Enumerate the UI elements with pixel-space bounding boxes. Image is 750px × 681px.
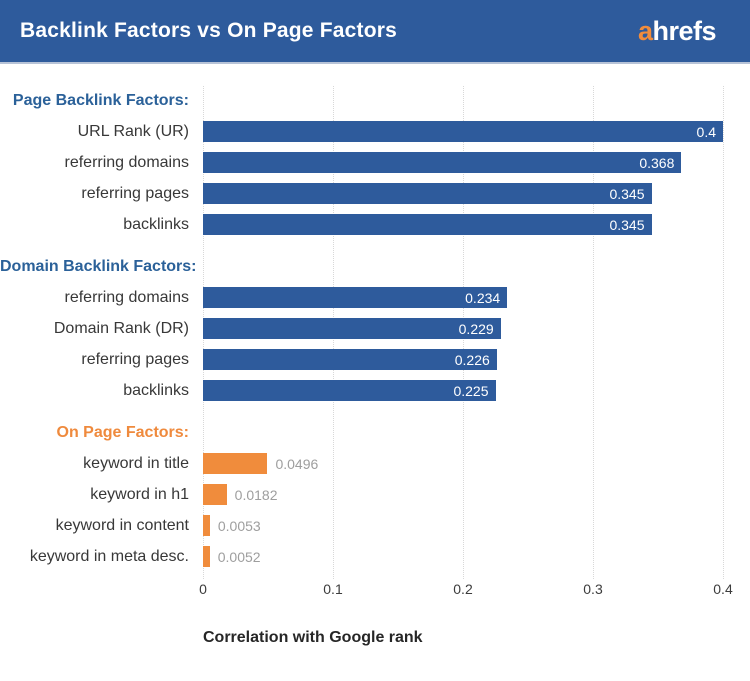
section-label: Page Backlink Factors: [12, 92, 189, 109]
bar-row-plot: 0.0496 [203, 448, 750, 479]
bar-chart: Page Backlink Factors: URL Rank (UR) 0.4 re… [0, 64, 750, 647]
bar-row-plot: 0.345 [203, 178, 750, 209]
bar-row-plot: 0.4 [203, 116, 750, 147]
bar-row-label: referring domains [64, 288, 190, 306]
bar-row-label: referring pages [81, 184, 189, 202]
bar-row-label: URL Rank (UR) [77, 122, 189, 140]
bar [203, 546, 210, 567]
bar-row-label: referring domains [64, 153, 190, 171]
bar: 0.234 [203, 287, 508, 308]
ahrefs-logo-a: a [637, 15, 653, 46]
bar-row-plot: 0.229 [203, 313, 750, 344]
bar-row-plot: 0.0053 [203, 510, 750, 541]
bar-row: backlinks 0.225 [0, 375, 750, 406]
bar-row: keyword in h1 0.0182 [0, 479, 750, 510]
bar-row-label: backlinks [123, 215, 189, 233]
bar-row: referring pages 0.226 [0, 344, 750, 375]
bar-value: 0.0053 [217, 517, 261, 534]
bar: 0.368 [203, 152, 682, 173]
section-header-row: Page Backlink Factors: [0, 86, 750, 116]
bar-row-label: Domain Rank (DR) [53, 319, 189, 337]
bar: 0.345 [203, 214, 652, 235]
bar-row: Domain Rank (DR) 0.229 [0, 313, 750, 344]
bar-row: URL Rank (UR) 0.4 [0, 116, 750, 147]
bar-row: referring domains 0.234 [0, 282, 750, 313]
bar-row-plot: 0.368 [203, 147, 750, 178]
bar-value: 0.0052 [217, 548, 261, 565]
bar-row-label: backlinks [123, 381, 189, 399]
section-plot-spacer [203, 252, 750, 282]
page-title: Backlink Factors vs On Page Factors [20, 19, 397, 42]
bar [203, 453, 268, 474]
x-tick-label: 0.3 [583, 581, 603, 597]
bar-row: keyword in title 0.0496 [0, 448, 750, 479]
section-plot-spacer [203, 86, 750, 116]
bar [203, 484, 227, 505]
bar [203, 515, 210, 536]
bar-row: referring pages 0.345 [0, 178, 750, 209]
x-axis-title: Correlation with Google rank [203, 629, 423, 646]
bar-row: keyword in meta desc. 0.0052 [0, 541, 750, 572]
bar-row-plot: 0.0182 [203, 479, 750, 510]
bar: 0.345 [203, 183, 652, 204]
x-tick-label: 0.4 [713, 581, 733, 597]
bar-row-plot: 0.345 [203, 209, 750, 240]
bar-row-plot: 0.0052 [203, 541, 750, 572]
bar-row-label: keyword in h1 [90, 485, 189, 503]
bar-row: backlinks 0.345 [0, 209, 750, 240]
section-label: Domain Backlink Factors: [0, 258, 197, 275]
section-plot-spacer [203, 418, 750, 448]
chart-rows: Page Backlink Factors: URL Rank (UR) 0.4 re… [0, 86, 750, 572]
bar-row-label: keyword in meta desc. [29, 547, 189, 565]
bar-value: 0.0496 [275, 455, 319, 472]
x-tick-label: 0 [199, 581, 207, 597]
x-tick-label: 0.2 [453, 581, 473, 597]
section-header-row: Domain Backlink Factors: [0, 252, 750, 282]
bar-row-plot: 0.225 [203, 375, 750, 406]
section-header-row: On Page Factors: [0, 418, 750, 448]
bar-row: referring domains 0.368 [0, 147, 750, 178]
bar-row-plot: 0.226 [203, 344, 750, 375]
bar-row-label: keyword in title [83, 454, 189, 472]
x-tick-label: 0.1 [323, 581, 343, 597]
ahrefs-logo-rest: hrefs [652, 15, 716, 46]
x-axis-ticks: 0 0.1 0.2 0.3 0.4 [199, 579, 733, 599]
ahrefs-logo: ahrefs [637, 15, 717, 46]
bar-row-plot: 0.234 [203, 282, 750, 313]
bar-value: 0.0182 [234, 486, 278, 503]
chart-header: Backlink Factors vs On Page Factors ahre… [0, 0, 750, 64]
bar-row-label: referring pages [81, 350, 189, 368]
bar: 0.229 [203, 318, 501, 339]
bar: 0.225 [203, 380, 496, 401]
section-label: On Page Factors: [56, 424, 189, 441]
bar-row-label: keyword in content [55, 516, 189, 534]
bar: 0.4 [203, 121, 723, 142]
bar-row: keyword in content 0.0053 [0, 510, 750, 541]
bar: 0.226 [203, 349, 497, 370]
